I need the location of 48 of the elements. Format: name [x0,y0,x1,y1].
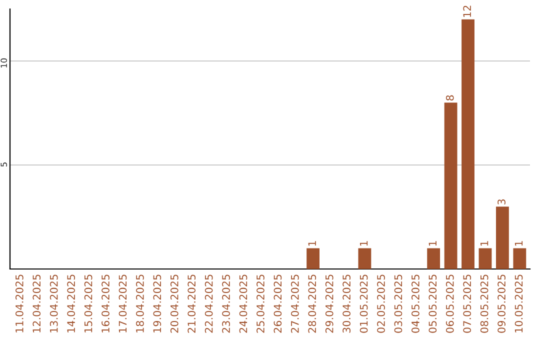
x-tick-label: 23.04.2025 [222,274,230,333]
x-tick-label: 24.04.2025 [239,274,248,333]
bar [462,19,474,269]
x-tick-label: 29.04.2025 [325,274,334,333]
x-tick-label: 07.05.2025 [463,274,472,333]
data-label: 8 [446,95,454,101]
y-tick-label: 5 [0,162,7,166]
data-label: 3 [498,199,506,204]
x-tick-label: 28.04.2025 [308,274,316,333]
x-tick-label: 12.04.2025 [32,274,41,332]
bar [427,248,440,269]
x-tick-label: 01.05.2025 [360,274,368,333]
x-tick-label: 09.05.2025 [498,274,506,333]
data-label: 1 [428,241,436,246]
x-tick-label: 04.05.2025 [412,274,420,333]
bar [496,206,509,269]
bar [513,248,526,269]
bar [478,248,492,269]
x-tick-label: 02.05.2025 [377,274,385,333]
x-tick-label: 11.04.2025 [15,274,24,332]
data-label: 1 [480,241,488,246]
x-tick-label: 30.04.2025 [342,274,351,333]
bar [306,248,320,269]
x-tick-label: 21.04.2025 [188,274,196,333]
x-tick-label: 05.05.2025 [428,274,437,333]
bar [444,102,458,269]
data-label: 1 [514,241,523,246]
x-tick-label: 25.04.2025 [256,274,264,333]
data-label: 1 [308,241,316,246]
x-tick-label: 17.04.2025 [118,274,127,332]
x-tick-label: 15.04.2025 [84,274,92,332]
x-tick-label: 18.04.2025 [136,274,144,332]
x-tick-label: 13.04.2025 [50,274,58,332]
x-tick-label: 03.05.2025 [394,274,402,333]
data-label: 1 [360,241,368,246]
x-tick-label: 14.04.2025 [67,274,76,332]
x-tick-label: 06.05.2025 [446,274,454,333]
x-tick-label: 08.05.2025 [480,274,488,333]
x-tick-label: 19.04.2025 [153,274,162,332]
x-tick-label: 27.04.2025 [290,274,299,333]
data-label: 12 [463,6,471,17]
x-tick-label: 20.04.2025 [170,274,178,333]
bar [358,248,372,269]
x-tick-label: 16.04.2025 [102,274,110,332]
x-tick-label: 22.04.2025 [204,274,213,333]
x-tick-label: 26.04.2025 [274,274,282,333]
y-tick-label: 10 [0,58,7,68]
x-tick-label: 10.05.2025 [514,274,523,332]
